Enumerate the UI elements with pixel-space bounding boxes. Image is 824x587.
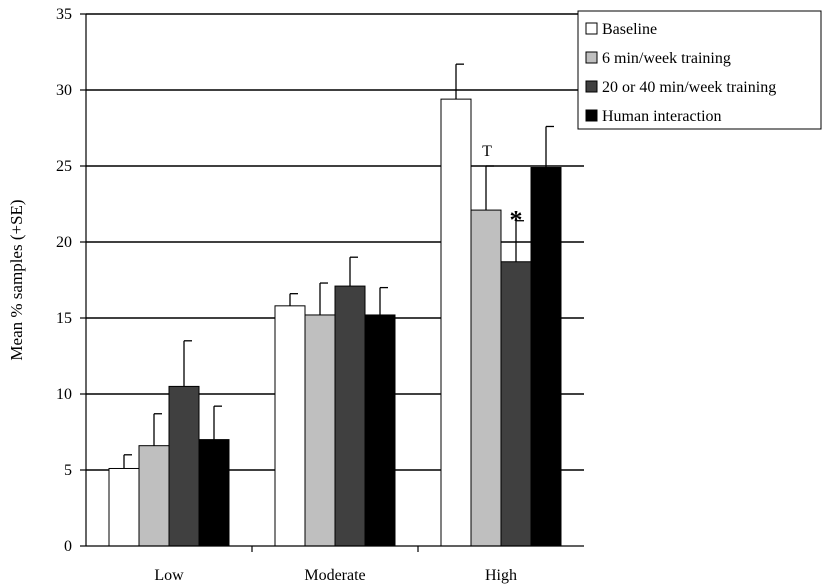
annotations: T* xyxy=(482,143,522,235)
legend-label-6-min-week-training: 6 min/week training xyxy=(602,50,731,67)
legend-swatch-human-interaction xyxy=(585,109,598,122)
y-tick-label: 35 xyxy=(56,6,72,23)
bar-high-20-or-40-min-week-training xyxy=(500,261,532,547)
bar-low-baseline xyxy=(108,467,140,547)
legend-box xyxy=(577,10,822,130)
x-axis-ticks: Low Moderate High xyxy=(154,546,517,584)
bar-high-human-interaction xyxy=(530,167,562,547)
bar-moderate-baseline xyxy=(274,305,306,547)
legend-label-human-interaction: Human interaction xyxy=(602,108,722,125)
y-tick-label: 25 xyxy=(56,158,72,175)
y-tick-label: 10 xyxy=(56,386,72,403)
bar-moderate-20-or-40-min-week-training xyxy=(334,285,366,547)
legend-swatch-20-or-40-min-week-training xyxy=(585,80,598,93)
y-tick-label: 15 xyxy=(56,310,72,327)
error-bars xyxy=(123,63,554,469)
legend-swatch-6-min-week-training xyxy=(585,51,598,64)
y-tick-label: 30 xyxy=(56,82,72,99)
legend-label-20-or-40-min-week-training: 20 or 40 min/week training xyxy=(602,79,776,96)
legend-label-baseline: Baseline xyxy=(602,21,657,38)
trend-marker: T xyxy=(482,143,492,160)
x-tick-label-low: Low xyxy=(154,567,184,584)
bar-moderate-6-min-week-training xyxy=(304,314,336,547)
bar-high-baseline xyxy=(440,98,472,547)
bar-high-6-min-week-training xyxy=(470,209,502,547)
bar-low-6-min-week-training xyxy=(138,445,170,547)
y-tick-label: 20 xyxy=(56,234,72,251)
y-axis-title: Mean % samples (+SE) xyxy=(7,199,26,360)
x-tick-label-high: High xyxy=(485,567,517,584)
legend-swatch-baseline xyxy=(585,22,598,35)
y-axis-ticks: 0 5 10 15 20 25 30 35 xyxy=(56,6,86,555)
bar-low-human-interaction xyxy=(198,439,230,547)
y-tick-label: 5 xyxy=(64,462,72,479)
legend: Baseline 6 min/week training 20 or 40 min/… xyxy=(577,10,822,130)
x-tick-label-moderate: Moderate xyxy=(304,567,365,584)
bars xyxy=(108,98,562,547)
y-tick-label: 0 xyxy=(64,538,72,555)
bar-moderate-human-interaction xyxy=(364,314,396,547)
bar-low-20-or-40-min-week-training xyxy=(168,385,200,547)
significance-asterisk: * xyxy=(510,206,523,235)
